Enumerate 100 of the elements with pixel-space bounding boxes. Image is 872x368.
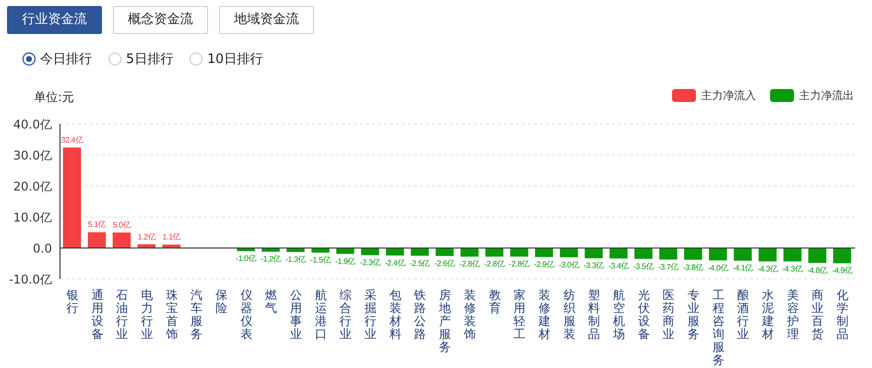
- bar: [734, 248, 752, 261]
- y-tick-label: 0.0: [32, 241, 52, 256]
- data-label: -2.4亿: [384, 258, 406, 268]
- x-tick-label: 工程咨询服务: [712, 288, 724, 367]
- data-label: -1.0亿: [236, 254, 256, 264]
- x-tick-label: 商业百货: [812, 288, 824, 341]
- data-label: -1.3亿: [285, 255, 306, 264]
- x-tick-label: 银行: [65, 288, 78, 315]
- y-tick-label: 40.0亿: [13, 117, 52, 132]
- x-tick-label: 专业服务: [688, 288, 700, 341]
- bar: [684, 248, 702, 260]
- text: 地域资金流: [219, 6, 314, 34]
- bar: [336, 248, 354, 254]
- y-tick-label: 10.0亿: [13, 210, 52, 224]
- x-tick-label: 航运港口: [314, 288, 327, 341]
- x-tick-label: 塑料制品: [588, 288, 600, 341]
- x-tick-label: 酿酒行业: [737, 288, 750, 341]
- x-tick-label: 美容护理: [786, 288, 799, 341]
- text: 10日排行: [207, 51, 263, 68]
- data-label: -3.7亿: [658, 262, 679, 272]
- x-tick-label: 航空机场: [612, 288, 625, 341]
- data-label: -4.1亿: [732, 264, 754, 273]
- data-label: -1.9亿: [335, 256, 356, 266]
- bar: [783, 248, 802, 262]
- bar: [535, 248, 554, 257]
- legend-label: 主力净流出: [799, 88, 854, 103]
- bar: [410, 248, 429, 256]
- data-label: -2.8亿: [459, 260, 480, 269]
- data-label: -3.5亿: [633, 262, 654, 271]
- bar: [63, 148, 81, 248]
- y-tick-label: -10.0亿: [8, 272, 52, 286]
- bar: [88, 232, 106, 248]
- data-label: 1.1亿: [162, 232, 181, 242]
- bar: [808, 248, 826, 263]
- data-label: -2.8亿: [509, 260, 530, 269]
- bar: [386, 248, 404, 256]
- x-tick-label: 石油行业: [116, 288, 128, 341]
- x-tick-label: 家用轻工: [514, 288, 526, 341]
- data-label: -2.9亿: [534, 260, 554, 269]
- data-label: -3.4亿: [608, 262, 629, 271]
- bar: [659, 248, 678, 260]
- x-tick-label: 珠宝首饰: [164, 288, 178, 341]
- bar: [758, 248, 777, 262]
- bar: [510, 248, 528, 257]
- data-label: -3.3亿: [584, 261, 604, 270]
- bar: [112, 232, 131, 248]
- x-tick-label: 光伏设备: [638, 288, 650, 341]
- x-tick-label: 汽车服务: [190, 288, 203, 341]
- x-tick-label: 电力行业: [140, 288, 153, 341]
- data-label: -2.3亿: [360, 258, 381, 268]
- x-tick-label: 房地产服务: [438, 288, 452, 354]
- data-label: -3.8亿: [682, 262, 704, 272]
- text: 5日排行: [126, 51, 174, 68]
- text: 概念资金流: [113, 6, 208, 34]
- x-tick-label: 通用设备: [91, 288, 104, 341]
- x-tick-label: 燃气: [265, 288, 278, 315]
- data-label: 32.4亿: [60, 136, 84, 145]
- data-label: 1.2亿: [138, 232, 156, 242]
- x-tick-label: 仪器仪表: [240, 288, 252, 341]
- data-label: -4.9亿: [832, 266, 853, 276]
- data-label: -4.0亿: [708, 263, 728, 272]
- x-tick-label: 包装材料: [388, 288, 402, 341]
- y-tick-label: 30.0亿: [13, 148, 52, 162]
- data-label: -3.0亿: [558, 260, 580, 270]
- x-tick-label: 纺织服装: [563, 288, 576, 341]
- x-tick-label: 采掘行业: [364, 288, 377, 341]
- x-tick-label: 铁路公路: [413, 288, 426, 341]
- x-tick-label: 公用事业: [290, 288, 302, 341]
- x-tick-label: 装修装饰: [462, 288, 476, 341]
- bar: [436, 248, 454, 256]
- data-label: -1.5亿: [310, 256, 331, 265]
- x-tick-label: 医药商业: [662, 288, 675, 341]
- x-tick-label: 保险: [215, 288, 228, 315]
- data-label: -2.8亿: [484, 260, 505, 269]
- bar: [634, 248, 652, 259]
- data-label: -4.3亿: [757, 264, 778, 274]
- x-tick-label: 装修建材: [537, 288, 550, 341]
- data-label: -2.6亿: [434, 259, 456, 268]
- bar: [584, 248, 603, 258]
- data-label: -4.8亿: [807, 266, 828, 275]
- x-tick-label: 综合行业: [340, 288, 352, 341]
- data-label: -4.3亿: [782, 264, 803, 274]
- bar: [460, 248, 478, 257]
- bar: [708, 248, 727, 260]
- bar: [833, 248, 852, 264]
- bar: [361, 248, 380, 256]
- x-tick-label: 教育: [488, 288, 501, 315]
- text: 行业资金流: [7, 6, 102, 34]
- data-label: -2.5亿: [410, 258, 430, 268]
- bar: [610, 248, 628, 259]
- data-label: 5.1亿: [88, 220, 106, 230]
- y-tick-label: 20.0亿: [13, 179, 52, 194]
- data-label: 5.0亿: [112, 220, 131, 230]
- y-axis-title: 单位:元: [34, 89, 74, 106]
- bar: [485, 248, 504, 257]
- x-tick-label: 水泥建材: [761, 288, 774, 341]
- x-tick-label: 化学制品: [836, 288, 849, 341]
- bar: [560, 248, 578, 258]
- legend-label: 主力净流入: [701, 88, 756, 103]
- data-label: -1.2亿: [260, 254, 282, 264]
